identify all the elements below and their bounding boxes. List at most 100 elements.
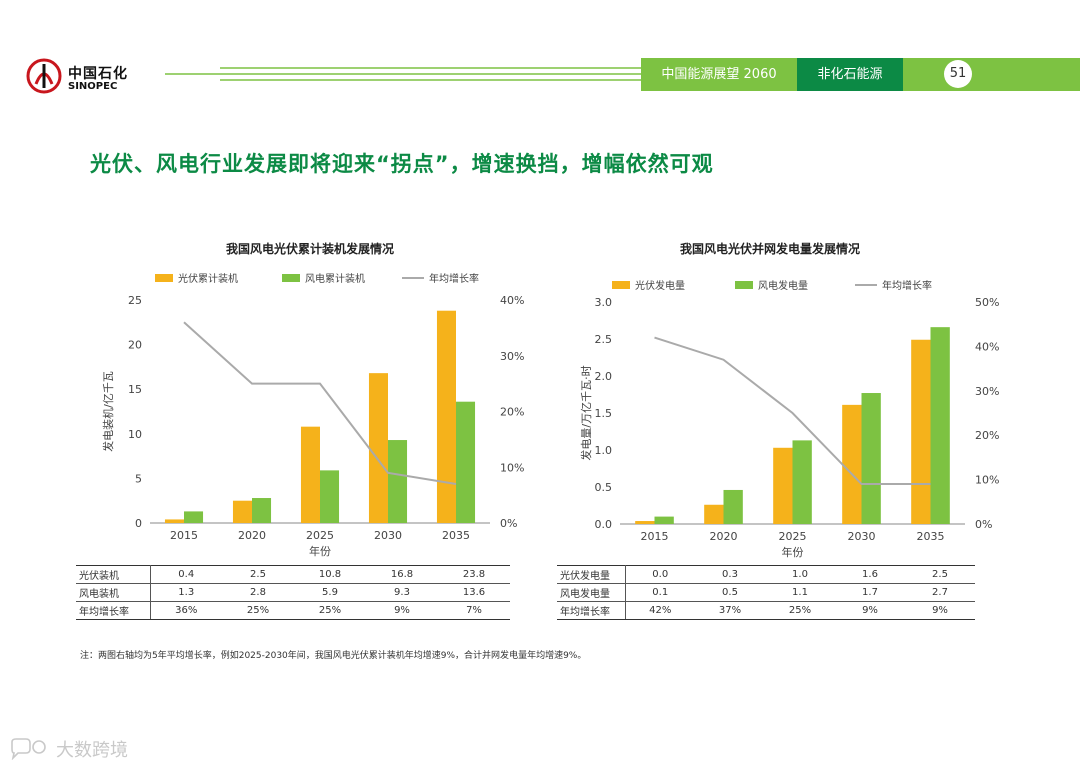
y-tick-label: 20 — [128, 339, 142, 352]
y2-tick-label: 30% — [500, 350, 524, 363]
legend-swatch-wind — [282, 273, 300, 282]
table-cell: 0.4 — [150, 565, 222, 584]
table-cell: 1.7 — [835, 583, 905, 602]
table-cell: 0.0 — [625, 565, 695, 584]
chart1-legend-solar: 光伏累计装机 — [155, 270, 238, 285]
table-cell: 23.8 — [438, 565, 510, 584]
row-label: 光伏发电量 — [557, 565, 626, 584]
table-cell: 25% — [294, 601, 366, 620]
growth-rate-line — [654, 336, 931, 486]
y2-tick-label: 10% — [975, 474, 999, 487]
x-tick-label: 2035 — [442, 529, 470, 542]
tab-section[interactable]: 非化石能源 — [797, 58, 903, 91]
y-tick-label: 0.5 — [595, 481, 613, 494]
legend-swatch-growth — [855, 283, 877, 286]
bar-wind — [723, 489, 743, 524]
chat-bubble-icon — [11, 738, 46, 760]
y-tick-label: 5 — [135, 472, 142, 485]
x-tick-label: 2015 — [641, 530, 669, 543]
y-tick-label: 10 — [128, 428, 142, 441]
row-label: 年均增长率 — [557, 601, 626, 620]
bar-wind — [388, 440, 408, 523]
y-tick-label: 15 — [128, 383, 142, 396]
y-axis-label: 发电装机/亿千瓦 — [101, 371, 115, 452]
logo-english: SINOPEC — [68, 81, 118, 92]
y2-tick-label: 0% — [500, 517, 517, 530]
table-cell: 2.7 — [905, 583, 975, 602]
x-axis-label: 年份 — [782, 545, 804, 559]
table-row: 光伏装机 0.4 2.5 10.8 16.8 23.8 — [76, 565, 510, 584]
x-tick-label: 2025 — [779, 530, 807, 543]
row-label: 风电装机 — [76, 583, 151, 602]
x-tick-label: 2020 — [238, 529, 266, 542]
table-cell: 36% — [150, 601, 222, 620]
bar-solar — [164, 519, 184, 523]
table-cell: 13.6 — [438, 583, 510, 602]
bar-wind — [252, 498, 272, 523]
x-tick-label: 2035 — [917, 530, 945, 543]
y-tick-label: 25 — [128, 294, 142, 307]
x-tick-label: 2030 — [848, 530, 876, 543]
table-cell: 2.5 — [905, 565, 975, 584]
table-cell: 0.3 — [695, 565, 765, 584]
chart1-data-table: 光伏装机 0.4 2.5 10.8 16.8 23.8 风电装机 1.3 2.8 5.9 9.3 13… — [76, 565, 510, 620]
legend-swatch-wind — [735, 280, 753, 289]
table-row: 风电发电量 0.1 0.5 1.1 1.7 2.7 — [557, 583, 975, 602]
y2-tick-label: 50% — [975, 296, 999, 309]
bar-wind — [792, 440, 812, 524]
legend-swatch-growth — [402, 276, 424, 279]
table-cell: 25% — [765, 601, 835, 620]
chart2-legend-growth: 年均增长率 — [855, 277, 932, 292]
table-cell: 1.1 — [765, 583, 835, 602]
row-label: 光伏装机 — [76, 565, 151, 584]
x-tick-label: 2025 — [306, 529, 334, 542]
chart2-data-table: 光伏发电量 0.0 0.3 1.0 1.6 2.5 风电发电量 0.1 0.5 1.1 1.7 2.7… — [557, 565, 975, 620]
table-cell: 5.9 — [294, 583, 366, 602]
tab-report[interactable]: 中国能源展望 2060 — [641, 58, 797, 91]
header-rule-lines — [165, 58, 1080, 91]
y-tick-label: 1.5 — [595, 407, 613, 420]
chart2-legend-wind: 风电发电量 — [735, 277, 808, 292]
table-cell: 1.0 — [765, 565, 835, 584]
table-row: 年均增长率 36% 25% 25% 9% 7% — [76, 601, 510, 620]
table-cell: 1.6 — [835, 565, 905, 584]
x-tick-label: 2015 — [170, 529, 198, 542]
legend-label: 光伏累计装机 — [178, 274, 238, 285]
growth-rate-line — [183, 321, 457, 485]
bar-solar — [704, 504, 724, 524]
table-cell: 9.3 — [366, 583, 438, 602]
bar-wind — [930, 327, 950, 524]
table-cell: 37% — [695, 601, 765, 620]
y2-tick-label: 10% — [500, 461, 524, 474]
legend-swatch-solar — [612, 280, 630, 289]
chart2-plot: 0.0 0.5 1.0 1.5 2.0 2.5 3.0 0% 10% 20% 30% 40% 50% 20… — [579, 296, 999, 559]
bar-solar — [911, 339, 931, 524]
bar-wind — [184, 511, 204, 523]
page-number: 51 — [944, 60, 972, 88]
bar-wind — [456, 401, 476, 523]
y2-tick-label: 40% — [975, 340, 999, 353]
y-tick-label: 0.0 — [595, 518, 613, 531]
bar-solar — [842, 404, 862, 524]
table-cell: 25% — [222, 601, 294, 620]
footnote: 注：两图右轴均为5年平均增长率，例如2025-2030年间，我国风电光伏累计装机… — [80, 651, 587, 661]
chart1-title: 我国风电光伏累计装机发展情况 — [225, 242, 394, 256]
page-title: 光伏、风电行业发展即将迎来“拐点”，增速换挡，增幅依然可观 — [90, 152, 714, 176]
bar-wind — [320, 470, 340, 523]
table-cell: 9% — [905, 601, 975, 620]
chart2-title: 我国风电光伏并网发电量发展情况 — [679, 242, 860, 256]
bar-wind — [861, 393, 881, 524]
x-axis-label: 年份 — [309, 544, 331, 558]
chart2-legend-solar: 光伏发电量 — [612, 277, 685, 292]
logo-chinese: 中国石化 — [68, 66, 128, 82]
watermark-text: 大数跨境 — [56, 740, 128, 761]
legend-label: 年均增长率 — [882, 281, 932, 292]
table-cell: 2.8 — [222, 583, 294, 602]
table-cell: 0.5 — [695, 583, 765, 602]
chart1-legend-wind: 风电累计装机 — [282, 270, 365, 285]
sinopec-logo-icon — [26, 58, 62, 94]
legend-label: 风电累计装机 — [305, 274, 365, 285]
y-tick-label: 2.5 — [595, 333, 613, 346]
y-tick-label: 3.0 — [595, 296, 613, 309]
